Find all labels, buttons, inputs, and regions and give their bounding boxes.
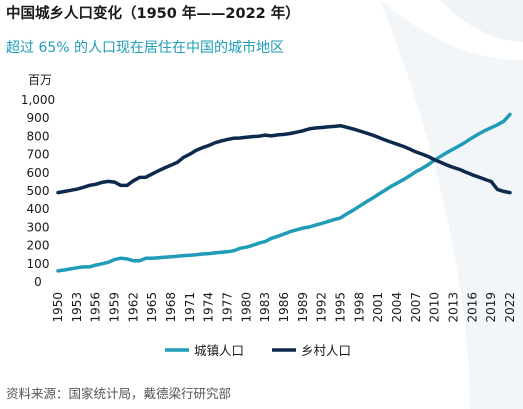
x-tick-label: 1983 (258, 292, 272, 323)
population-line-chart: 百万 0 100 200 300 400 500 600 700 800 900 1,000 195… (21, 73, 517, 358)
series-lines (56, 112, 512, 273)
x-tick-label: 1989 (296, 292, 310, 323)
y-tick-label: 200 (27, 239, 50, 253)
x-tick-label: 1992 (315, 292, 329, 323)
y-tick-label: 1,000 (21, 93, 55, 107)
x-tick-label: 1962 (126, 292, 140, 323)
legend-label-urban: 城镇人口 (194, 343, 244, 358)
y-axis-ticks: 0 100 200 300 400 500 600 700 800 900 1,000 (21, 93, 55, 289)
y-tick-label: 500 (27, 184, 50, 198)
x-tick-label: 1986 (277, 292, 291, 323)
x-axis-ticks: 1950 1953 1956 1959 1962 1965 1968 1971 1974 1977… (51, 292, 517, 323)
x-tick-label: 1977 (221, 292, 235, 323)
source-note: 资料来源：国家统计局，戴德梁行研究部 (6, 386, 232, 401)
x-tick-label: 1971 (183, 292, 197, 323)
legend: 城镇人口 乡村人口 (165, 343, 351, 358)
x-tick-label: 2007 (409, 292, 423, 323)
y-tick-label: 900 (27, 111, 50, 125)
y-tick-label: 400 (27, 202, 50, 216)
x-tick-label: 1968 (164, 292, 178, 323)
x-tick-label: 2022 (503, 292, 517, 323)
series-line-rural (56, 123, 512, 195)
x-tick-label: 1959 (108, 292, 122, 323)
x-tick-label: 1956 (89, 292, 103, 323)
y-tick-label: 600 (27, 166, 50, 180)
x-tick-label: 2016 (465, 292, 479, 323)
y-axis-unit-label: 百万 (28, 73, 52, 87)
chart-title: 中国城乡人口变化（1950 年——2022 年） (6, 6, 300, 22)
y-tick-label: 0 (34, 275, 42, 289)
x-tick-label: 1998 (352, 292, 366, 323)
x-tick-label: 1953 (70, 292, 84, 323)
y-tick-label: 100 (27, 257, 50, 271)
x-tick-label: 2019 (484, 292, 498, 323)
y-tick-label: 800 (27, 129, 50, 143)
x-tick-label: 1980 (239, 292, 253, 323)
x-tick-label: 2013 (447, 292, 461, 323)
y-tick-label: 300 (27, 220, 50, 234)
x-tick-label: 1974 (202, 292, 216, 323)
y-tick-label: 700 (27, 148, 50, 162)
x-tick-label: 1995 (334, 292, 348, 323)
x-tick-label: 2004 (390, 292, 404, 323)
x-tick-label: 2010 (428, 292, 442, 323)
x-tick-label: 2001 (371, 292, 385, 323)
chart-subtitle: 超过 65% 的人口现在居住在中国的城市地区 (6, 40, 285, 56)
legend-label-rural: 乡村人口 (301, 343, 351, 358)
x-tick-label: 1950 (51, 292, 65, 323)
x-tick-label: 1965 (145, 292, 159, 323)
series-line-urban (56, 112, 512, 273)
